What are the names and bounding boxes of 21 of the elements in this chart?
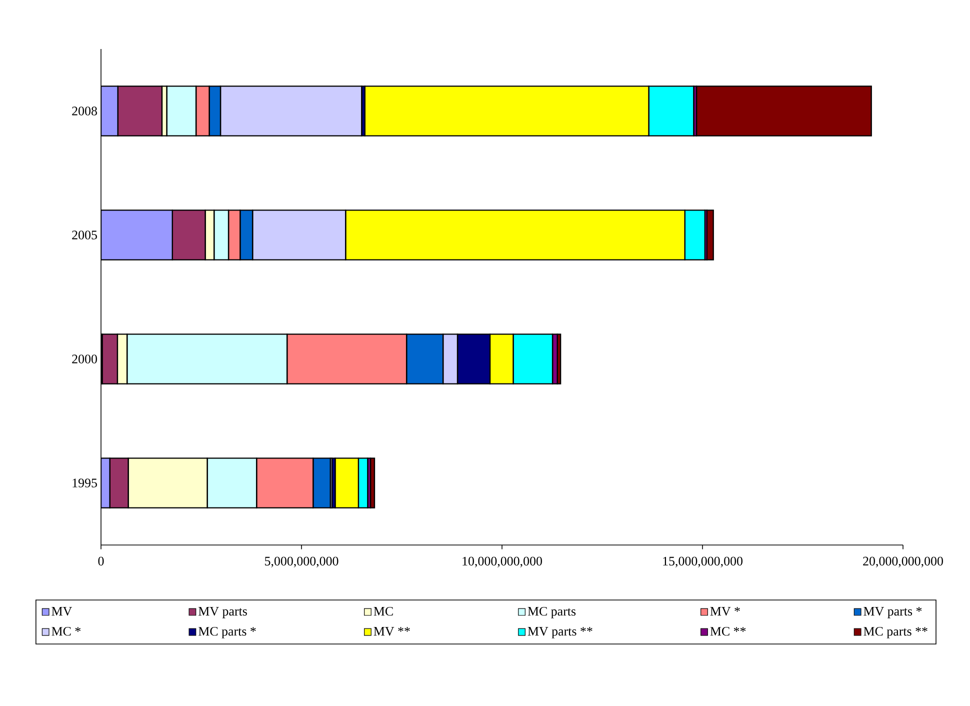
- x-tick-label: 5,000,000,000: [265, 556, 338, 568]
- x-tick-label: 15,000,000,000: [663, 556, 742, 568]
- legend-label: MC parts *: [198, 626, 256, 638]
- y-tick-label: 2008: [72, 106, 97, 116]
- legend-label: MV *: [710, 606, 740, 616]
- legend-label: MC parts **: [864, 626, 928, 638]
- legend-label: MC **: [710, 626, 746, 636]
- y-tick-label: 2000: [72, 354, 97, 364]
- y-tick-label: 1995: [72, 478, 97, 488]
- x-tick-label: 20,000,000,000: [863, 556, 943, 568]
- x-tick-label: 10,000,000,000: [462, 556, 542, 568]
- x-tick-label: 0: [98, 556, 104, 566]
- legend-label: MV parts *: [864, 606, 922, 618]
- legend-label: MV: [52, 606, 72, 616]
- y-tick-label: 2005: [72, 230, 97, 240]
- legend-label: MV **: [374, 627, 410, 636]
- legend-label: MC: [374, 606, 393, 616]
- legend-label: MV parts **: [528, 627, 592, 638]
- legend-label: MV parts: [198, 606, 247, 618]
- legend-label: MC *: [52, 626, 81, 636]
- legend-label: MC parts: [528, 606, 576, 618]
